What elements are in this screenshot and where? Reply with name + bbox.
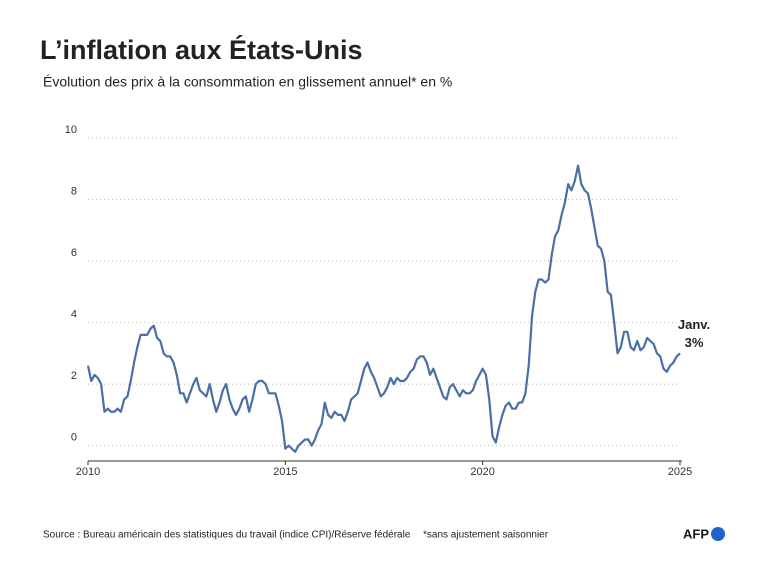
chart-title: L’inflation aux États-Unis [40,34,363,65]
y-tick-label: 10 [65,124,77,136]
y-tick-label: 8 [71,185,77,197]
note: *sans ajustement saisonnier [423,530,549,541]
logo: AFP [683,526,709,541]
line [86,164,681,453]
source: Source : Bureau américain des statistiqu… [43,530,411,541]
x-tick-label: 2020 [470,466,494,478]
y-tick-label: 0 [71,432,77,444]
annotation: Janv. [678,317,710,332]
x-tick-label: 2025 [668,466,692,478]
x-tick-label: 2015 [273,466,297,478]
y-tick-label: 4 [71,308,77,320]
x-tick-label: 2010 [76,466,100,478]
y-tick-label: 6 [71,247,77,259]
annotation: 3% [685,335,704,350]
chart-subtitle: Évolution des prix à la consommation en … [43,74,452,90]
logo-dot [711,527,725,541]
y-tick-label: 2 [71,370,77,382]
